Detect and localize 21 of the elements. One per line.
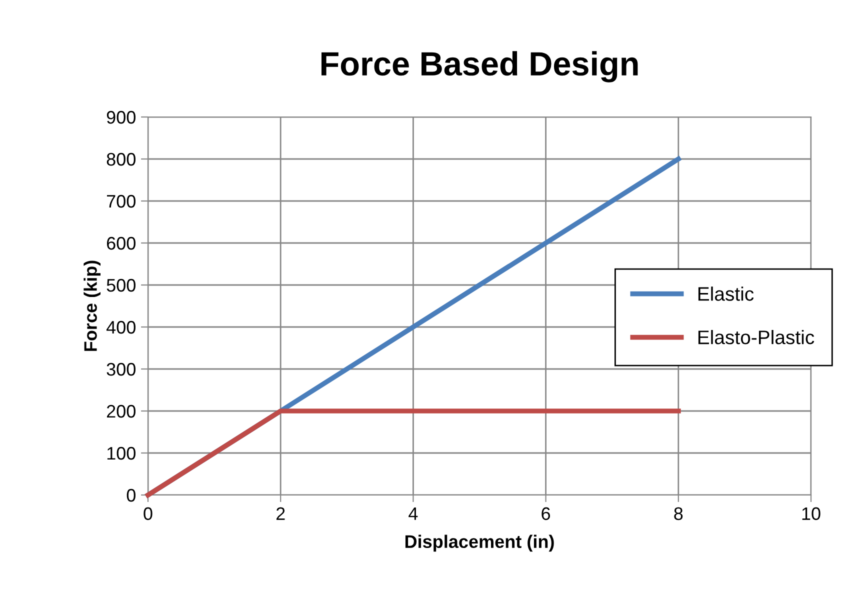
y-tick-label: 500 <box>106 278 136 292</box>
x-tick-label: 4 <box>408 507 418 520</box>
y-tick-label: 400 <box>106 320 136 334</box>
y-tick-label: 800 <box>106 152 136 166</box>
y-tick-label: 300 <box>106 362 136 376</box>
x-tick-label: 8 <box>674 507 683 520</box>
x-tick-label: 6 <box>542 507 550 520</box>
y-tick-label: 900 <box>106 110 136 124</box>
x-tick-label: 10 <box>802 507 820 520</box>
y-tick-label: 700 <box>107 194 136 208</box>
x-tick-label: 0 <box>144 507 152 520</box>
x-axis-title: Displacement (in) <box>405 534 554 552</box>
y-tick-label: 0 <box>126 488 136 502</box>
chart-title: Force Based Design <box>322 51 638 82</box>
y-tick-label: 600 <box>106 236 136 250</box>
y-axis-title: Force (kip) <box>84 260 101 351</box>
x-tick-label: 2 <box>276 507 285 520</box>
legend-label: Elasto-Plastic <box>698 330 814 344</box>
y-tick-label: 100 <box>107 446 136 460</box>
legend-label: Elastic <box>698 286 754 301</box>
y-tick-label: 200 <box>106 404 136 418</box>
